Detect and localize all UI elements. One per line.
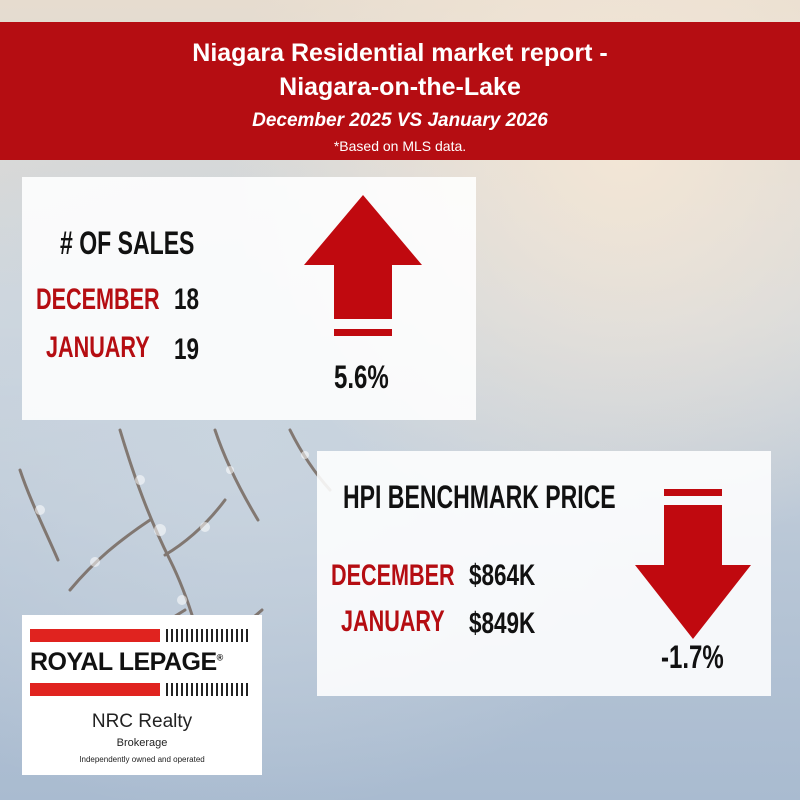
logo-red-bar-top [30, 629, 160, 642]
up-arrow-icon [304, 195, 422, 336]
sales-change-percent: 5.6% [334, 359, 389, 395]
sales-december-label: DECEMBER [36, 283, 160, 316]
sales-january-value: 19 [174, 333, 200, 366]
hpi-card: HPI BENCHMARK PRICE DECEMBER $864K JANUA… [317, 451, 771, 696]
logo-wordmark: ROYAL LEPAGE® [30, 648, 223, 676]
logo-brand-text: ROYAL LEPAGE [30, 648, 217, 676]
hpi-change-percent: -1.7% [661, 639, 724, 675]
logo-office-name: NRC Realty [91, 711, 193, 732]
sales-heading: # OF SALES [60, 225, 195, 261]
sales-december-value: 18 [174, 283, 200, 316]
report-title-line1: Niagara Residential market report - [192, 39, 608, 67]
logo-tagline: Independently owned and operated [79, 755, 205, 764]
down-arrow-icon [635, 489, 751, 639]
royal-lepage-logo: ROYAL LEPAGE® NRC Realty Brokerage Indep… [22, 615, 262, 775]
report-header: Niagara Residential market report - Niag… [0, 22, 800, 160]
hpi-heading: HPI BENCHMARK PRICE [343, 479, 616, 515]
logo-tick-bar-bottom [166, 683, 249, 696]
hpi-december-label: DECEMBER [331, 559, 455, 592]
sales-january-label: JANUARY [46, 331, 150, 364]
hpi-january-value: $849K [469, 607, 536, 640]
hpi-december-value: $864K [469, 559, 536, 592]
logo-tick-bar-top [166, 629, 249, 642]
data-source-note: *Based on MLS data. [333, 138, 467, 154]
hpi-january-label: JANUARY [341, 605, 445, 638]
sales-card: # OF SALES DECEMBER 18 JANUARY 19 5.6% [22, 177, 476, 420]
report-title-line2: Niagara-on-the-Lake [279, 73, 521, 101]
logo-brokerage-label: Brokerage [116, 737, 168, 749]
report-period: December 2025 VS January 2026 [252, 110, 548, 131]
logo-red-bar-bottom [30, 683, 160, 696]
